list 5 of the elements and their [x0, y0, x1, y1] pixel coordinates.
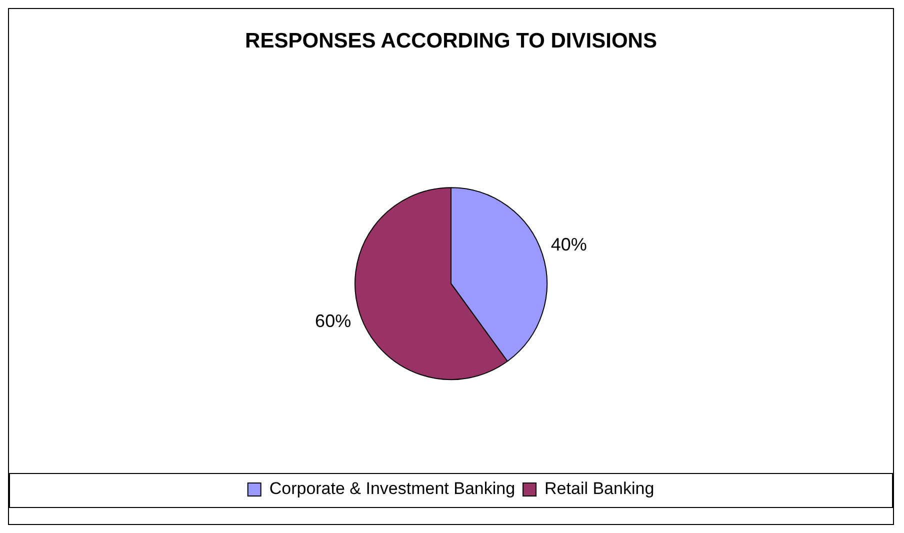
legend-label: Corporate & Investment Banking [269, 479, 516, 498]
chart-title: RESPONSES ACCORDING TO DIVISIONS [245, 29, 657, 52]
data-label: 40% [550, 234, 587, 254]
legend-label: Retail Banking [544, 479, 654, 498]
data-label: 60% [315, 310, 352, 331]
